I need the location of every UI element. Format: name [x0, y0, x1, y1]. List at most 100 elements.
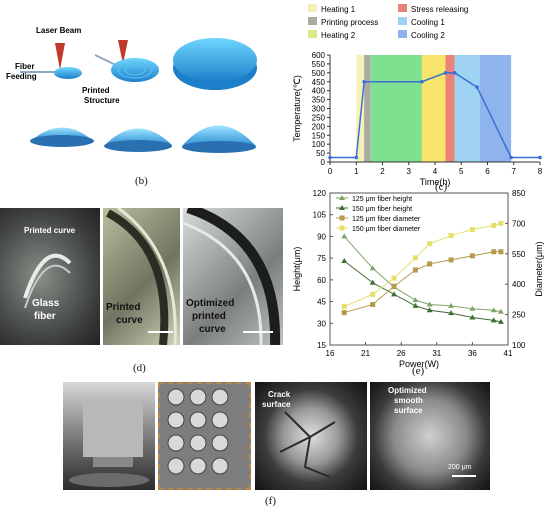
- series-point: [391, 275, 397, 281]
- series-point: [469, 305, 476, 311]
- panel-label-c: (c): [435, 181, 448, 193]
- glass-fiber-label: fiber: [34, 311, 56, 322]
- legend-marker: [339, 205, 345, 210]
- optimized-curve-label: curve: [199, 324, 226, 335]
- phase-band: [479, 55, 512, 162]
- series-point: [426, 301, 433, 307]
- optimized-curve-label: Optimized: [186, 298, 235, 309]
- temperature-point: [509, 155, 513, 160]
- y-tick-label: 15: [317, 341, 326, 350]
- disk-ring: [117, 61, 153, 79]
- legend-label: Heating 1: [321, 5, 356, 14]
- phase-band: [364, 55, 371, 162]
- x-tick-label: 4: [433, 167, 438, 176]
- temperature-point: [452, 71, 457, 75]
- legend-label: Cooling 2: [411, 31, 445, 40]
- series-point: [497, 308, 504, 314]
- temperature-point: [362, 79, 366, 84]
- panel-c: Heating 1 Stress releasing Printing proces…: [290, 0, 550, 195]
- series-point: [469, 314, 476, 320]
- height-diameter-chart: 15 30 45 60 75 90 105 120 100 250 400 550 700 850 16 21…: [292, 189, 544, 369]
- plot-frame: [329, 192, 509, 346]
- curve-edge: [186, 208, 281, 345]
- dome-2-base: [104, 140, 172, 152]
- panel-label-f: (f): [265, 495, 276, 507]
- y-tick-label: 30: [317, 319, 326, 328]
- y-tick-label: 500: [312, 69, 326, 78]
- y-right-tick-label: 100: [512, 341, 526, 350]
- panel-b-illustration: [20, 38, 257, 153]
- series-point: [491, 249, 497, 255]
- series-point: [498, 249, 504, 255]
- y-tick-label: 105: [313, 211, 327, 220]
- temperature-point: [420, 79, 424, 84]
- y-tick-label: 120: [313, 189, 327, 198]
- panel-f: Crack surface Optimized smooth surface 2…: [60, 380, 500, 511]
- legend-marker: [339, 195, 345, 200]
- glass-fiber-label: Glass: [32, 298, 60, 309]
- y-tick-label: 200: [312, 122, 326, 131]
- fiber-feeding-label: Fiber: [15, 62, 35, 71]
- y-tick-label: 600: [312, 51, 326, 60]
- legend-label: 125 μm fiber diameter: [352, 216, 421, 223]
- series-point: [490, 317, 497, 323]
- curve-highlight: [183, 221, 263, 345]
- y-tick-label: 100: [312, 140, 326, 149]
- optimized-surface-label: Optimized: [388, 386, 427, 395]
- crack-surface-label: surface: [262, 400, 291, 409]
- substrate-plate: [69, 473, 149, 487]
- series-point: [341, 233, 348, 239]
- y-tick-label: 45: [317, 298, 326, 307]
- series-point: [341, 258, 348, 264]
- legend-label: Heating 2: [321, 31, 356, 40]
- series-point: [370, 301, 376, 307]
- series-point: [448, 257, 454, 263]
- series-point: [391, 283, 397, 289]
- legend-label: Stress releasing: [411, 5, 468, 14]
- y-tick-label: 90: [317, 232, 326, 241]
- legend-swatch: [398, 17, 407, 25]
- series-point: [497, 318, 504, 324]
- y-axis-label: Temperature(℃): [292, 75, 302, 142]
- legend-label: 125 μm fiber height: [352, 196, 412, 203]
- series-point: [412, 267, 418, 273]
- printed-curve-label: Printed: [106, 302, 141, 313]
- x-tick-label: 8: [538, 167, 543, 176]
- disk-ring: [124, 64, 146, 76]
- series-point: [426, 307, 433, 313]
- phase-band: [370, 55, 422, 162]
- y-tick-label: 450: [312, 78, 326, 87]
- lens: [211, 388, 229, 406]
- printed-disk-3-top: [173, 38, 257, 82]
- printed-curve-label: Printed curve: [24, 226, 76, 235]
- phase-band: [454, 55, 480, 162]
- crack-lines: [279, 411, 336, 478]
- temperature-point: [475, 85, 479, 89]
- x-tick-label: 7: [512, 167, 517, 176]
- series-point: [427, 241, 433, 247]
- printer-head: [83, 402, 143, 457]
- phase-band: [421, 55, 446, 162]
- temperature-point: [354, 155, 359, 160]
- lens: [189, 388, 207, 406]
- series-point: [341, 310, 347, 316]
- temperature-point: [328, 155, 332, 160]
- series-point: [369, 265, 376, 271]
- y-right-axis-label: Diameter(μm): [534, 241, 544, 296]
- y-axis-label: Height(μm): [292, 247, 302, 292]
- series-point: [391, 291, 398, 297]
- optimized-curve-label: printed: [192, 311, 226, 322]
- printed-curve-label: curve: [116, 315, 143, 326]
- legend-label: Cooling 1: [411, 18, 445, 27]
- printed-curve-drawing: [106, 208, 177, 345]
- y-tick-label: 250: [312, 113, 326, 122]
- printer-nozzle: [93, 457, 133, 467]
- x-tick-label: 6: [485, 167, 490, 176]
- y-tick-label: 0: [321, 158, 326, 167]
- legend-marker: [339, 225, 345, 231]
- phase-band: [356, 55, 365, 162]
- scale-bar-label: 200 μm: [448, 464, 472, 471]
- lens: [189, 434, 207, 452]
- lens: [167, 388, 185, 406]
- panel-label-d: (d): [133, 362, 146, 374]
